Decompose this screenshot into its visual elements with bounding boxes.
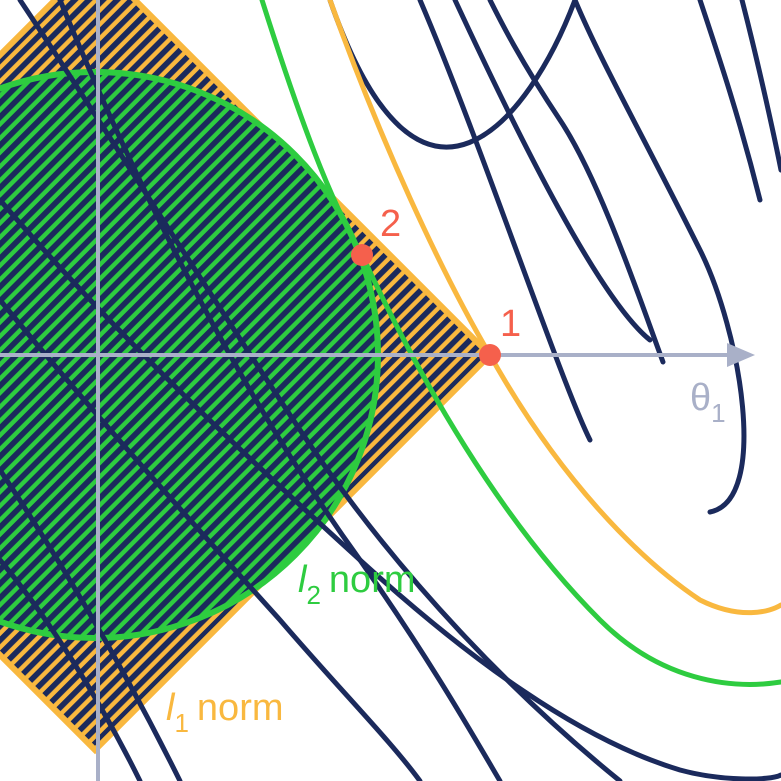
point-1-marker — [479, 344, 501, 366]
contour-lower-3 — [0, 297, 423, 781]
l2-label-subscript: 2 — [306, 580, 320, 610]
contour-lower-1 — [417, 0, 593, 443]
contour-upper-far — [452, 0, 653, 343]
x-axis-label-symbol: θ — [690, 377, 711, 419]
contour-lower-7 — [0, 557, 143, 781]
point-1-label: 1 — [500, 303, 521, 345]
l1-label-word: norm — [197, 687, 284, 729]
l1-norm-label: l1 norm — [166, 687, 284, 738]
l2-label-symbol: l — [298, 559, 308, 601]
l2-label-word: norm — [329, 559, 416, 601]
contour-inner — [572, 0, 747, 515]
l1-tangent-contour — [327, 0, 781, 616]
l2-norm-label: l2 norm — [298, 559, 416, 610]
contour-lower-4 — [17, 0, 623, 781]
contour-lower-6 — [0, 467, 183, 781]
l2-tangent-contour — [259, 0, 781, 687]
contour-mid-1 — [327, 0, 578, 150]
point-2-marker — [351, 244, 373, 266]
contour-ring-3 — [739, 0, 781, 173]
x-axis-label-subscript: 1 — [711, 398, 725, 428]
l1-label-symbol: l — [166, 687, 176, 729]
x-axis-label: θ1 — [690, 377, 726, 428]
point-2-label: 2 — [380, 203, 401, 245]
l1-label-subscript: 1 — [174, 708, 188, 738]
x-axis-arrowhead — [727, 343, 755, 367]
contour-lower-5 — [57, 0, 503, 781]
contour-ring-2 — [697, 0, 763, 203]
contour-innermost — [487, 0, 666, 365]
